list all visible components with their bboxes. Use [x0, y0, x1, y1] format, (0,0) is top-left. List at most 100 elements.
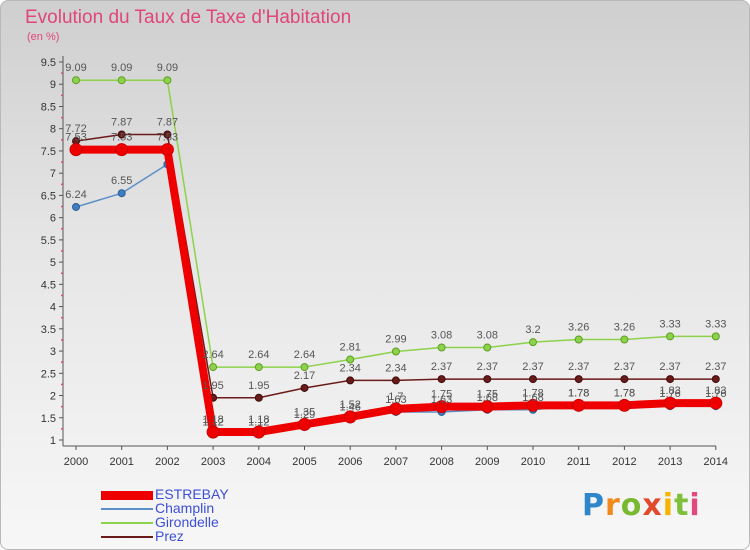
x-tick-label: 2011: [567, 456, 591, 468]
data-point-girondelle: [300, 363, 309, 372]
data-point-champlin: [72, 202, 80, 211]
y-tick-label: 4.5: [41, 279, 56, 291]
data-point-estrebay: [526, 398, 540, 412]
y-tick-label: 6.5: [41, 190, 56, 202]
data-point-girondelle: [117, 76, 126, 85]
data-point-prez: [620, 375, 629, 384]
data-point-prez: [574, 375, 583, 384]
y-tick-label: 7.5: [41, 146, 56, 158]
data-label-champlin: 1.68: [477, 392, 498, 404]
data-label-champlin: 1.68: [522, 392, 543, 404]
x-tick-label: 2001: [109, 456, 133, 468]
data-point-girondelle: [437, 343, 446, 352]
y-tick-label: 9.5: [41, 57, 56, 69]
data-label-estrebay: 1.75: [477, 389, 498, 401]
data-point-estrebay: [298, 417, 311, 431]
chart-unit-label: (en %): [27, 31, 60, 43]
data-label-prez: 7.87: [111, 116, 132, 128]
data-point-prez: [391, 376, 400, 385]
y-tick-label: 8.5: [41, 101, 56, 113]
data-label-estrebay: 1.18: [202, 414, 223, 426]
legend-label: Girondelle: [155, 514, 219, 530]
data-label-prez: 2.37: [705, 361, 726, 373]
data-label-champlin: 1.63: [431, 394, 452, 406]
brand-letter: r: [605, 488, 621, 523]
data-label-estrebay: 1.78: [614, 387, 635, 399]
data-label-girondelle: 3.2: [525, 324, 540, 336]
brand-letter: i: [689, 488, 701, 523]
chart-legend: ESTREBAY Champlin Girondelle Prez: [101, 487, 301, 544]
brand-letter: P: [582, 488, 605, 523]
data-point-prez: [163, 130, 172, 139]
data-label-estrebay: 1.35: [294, 406, 315, 418]
y-tick-label: 3.5: [41, 324, 56, 336]
data-label-girondelle: 2.64: [202, 349, 223, 361]
legend-item-prez: Prez: [101, 529, 301, 544]
y-tick-label: 2: [50, 391, 56, 403]
data-label-champlin: 1.12: [202, 417, 223, 429]
data-point-girondelle: [391, 347, 400, 356]
data-label-girondelle: 2.99: [385, 334, 406, 346]
data-point-estrebay: [435, 400, 449, 414]
data-point-estrebay: [206, 425, 220, 439]
y-tick-label: 1: [50, 435, 56, 447]
data-label-champlin: 6.24: [65, 189, 86, 201]
data-label-prez: 2.17: [294, 370, 315, 382]
data-label-prez: 2.37: [431, 361, 452, 373]
data-point-prez: [300, 383, 309, 392]
x-tick-label: 2002: [155, 456, 179, 468]
brand-letter: i: [662, 488, 675, 523]
data-label-estrebay: 1.18: [248, 414, 269, 426]
x-tick-label: 2005: [292, 456, 316, 468]
y-tick-label: 4: [50, 302, 56, 314]
legend-swatch: [101, 536, 153, 538]
x-tick-label: 2014: [704, 456, 728, 468]
data-label-prez: 2.37: [659, 361, 680, 373]
x-tick-label: 2013: [658, 456, 682, 468]
data-point-estrebay: [252, 425, 266, 439]
x-tick-label: 2008: [429, 456, 453, 468]
data-label-prez: 2.37: [522, 361, 543, 373]
data-label-prez: 2.37: [477, 361, 498, 373]
data-label-champlin: 1.78: [568, 387, 589, 399]
legend-label: Champlin: [155, 500, 215, 516]
data-point-prez: [529, 375, 537, 384]
y-tick-label: 1.5: [41, 413, 56, 425]
data-label-estrebay: 1.52: [339, 399, 360, 411]
data-point-girondelle: [209, 363, 218, 372]
data-label-girondelle: 2.64: [248, 349, 269, 361]
data-point-estrebay: [160, 143, 174, 157]
data-point-girondelle: [529, 338, 537, 347]
data-label-prez: 1.95: [248, 380, 269, 392]
data-point-girondelle: [72, 76, 80, 85]
data-label-estrebay: 1.7: [388, 391, 403, 403]
brand-letter: x: [642, 488, 663, 523]
data-point-estrebay: [572, 398, 586, 412]
legend-swatch: [101, 522, 153, 524]
legend-item-champlin: Champlin: [101, 500, 301, 516]
x-tick-label: 2012: [612, 456, 636, 468]
data-label-girondelle: 2.81: [339, 342, 360, 354]
legend-item-girondelle: Girondelle: [101, 514, 301, 530]
data-point-girondelle: [346, 355, 355, 364]
data-label-champlin: 1.12: [248, 417, 269, 429]
y-tick-label: 8: [50, 124, 56, 136]
x-tick-label: 2009: [475, 456, 499, 468]
x-tick-label: 2000: [64, 456, 88, 468]
data-label-girondelle: 9.09: [111, 62, 132, 74]
data-label-estrebay: 7.53: [111, 132, 132, 144]
brand-logo: Proxiti: [582, 488, 701, 523]
data-label-champlin: 1.78: [614, 387, 635, 399]
data-point-estrebay: [663, 396, 677, 410]
y-tick-label: 7: [50, 168, 56, 180]
data-point-prez: [711, 375, 720, 384]
data-label-estrebay: 1.78: [568, 387, 589, 399]
data-label-champlin: 1.76: [705, 388, 726, 400]
data-point-prez: [483, 375, 492, 384]
data-point-estrebay: [480, 400, 494, 414]
data-point-girondelle: [163, 76, 172, 85]
data-point-girondelle: [483, 343, 492, 352]
data-label-girondelle: 3.08: [477, 330, 498, 342]
